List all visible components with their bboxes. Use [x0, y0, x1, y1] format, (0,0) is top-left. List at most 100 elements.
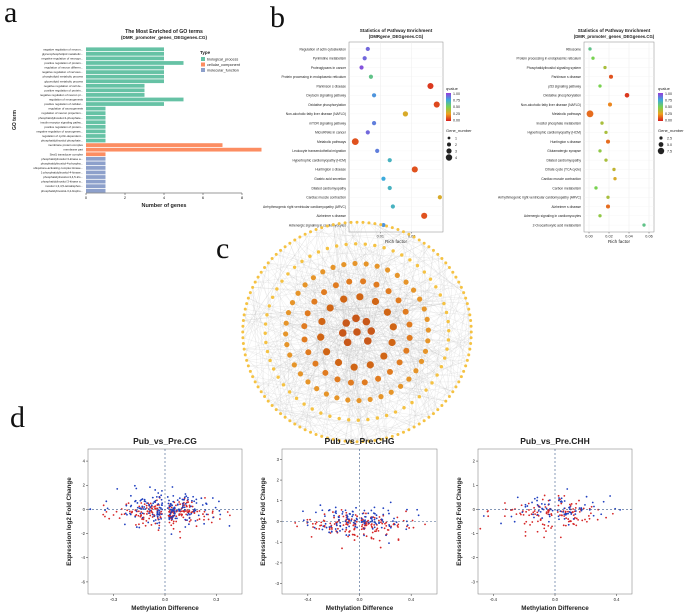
methylation-scatter-d3: Pub_vs_Pre.CHH -0.4 0.0 0.4 -3 -2 -1 0 1 2 Methyla…: [456, 436, 633, 612]
y-tick-label: phosphatidylinositol 3-kinase a...: [41, 180, 83, 184]
network-edge: [245, 309, 378, 419]
scatter-point: [174, 517, 177, 520]
scatter-point: [580, 509, 583, 512]
network-node: [263, 265, 267, 269]
network-edge: [330, 258, 442, 309]
scatter-point: [159, 507, 162, 509]
scatter-point: [337, 519, 340, 521]
network-node: [417, 395, 422, 399]
network-node: [264, 340, 268, 345]
scatter-point: [335, 512, 338, 515]
network-edge: [350, 367, 355, 442]
network-node: [314, 228, 318, 232]
scatter-point: [129, 512, 131, 515]
network-edge: [314, 301, 466, 367]
scatter-point: [145, 507, 148, 509]
network-node: [444, 261, 448, 265]
network-node: [297, 371, 304, 377]
scatter-point: [188, 504, 191, 507]
scatter-point: [539, 510, 542, 513]
network-edge: [371, 250, 394, 332]
scatter-point: [574, 516, 576, 519]
scatter-point: [188, 517, 191, 520]
network-node: [446, 338, 451, 342]
scatter-point: [340, 508, 343, 511]
y-tick-label: phosphatidylinositol phosphate...: [41, 139, 83, 143]
scatter-point: [543, 494, 546, 497]
network-edge: [377, 266, 407, 351]
network-edge: [250, 371, 277, 410]
scatter-point: [150, 510, 153, 513]
y-tick-label: Parkinson s disease: [316, 84, 346, 88]
network-node: [302, 402, 306, 406]
network-node: [401, 230, 405, 234]
scatter-point: [168, 506, 171, 509]
network-node: [270, 295, 275, 299]
network-node: [331, 223, 335, 227]
scatter-point: [557, 499, 560, 502]
network-node: [428, 277, 433, 281]
scatter-point: [574, 513, 577, 516]
scatter-point: [611, 512, 614, 515]
scatter-point: [565, 517, 568, 520]
network-node: [375, 375, 382, 382]
scatter-point: [372, 538, 375, 540]
network-edge: [289, 267, 450, 356]
network-edge: [321, 227, 328, 439]
network-edge: [301, 261, 348, 343]
scatter-point: [143, 506, 146, 508]
bar: [86, 175, 106, 179]
network-edge: [344, 222, 352, 383]
y-tick-label: Glutamatergic synapse: [547, 149, 581, 153]
scatter-point: [541, 523, 544, 526]
scatter-point: [145, 519, 148, 522]
scatter-point: [158, 496, 161, 498]
y-tick-label: phospholipid metabolic process: [43, 75, 84, 79]
scatter-point: [513, 520, 516, 523]
legend-tick-label: 1.00: [665, 92, 672, 96]
network-node: [241, 336, 245, 340]
network-node: [363, 261, 369, 267]
network-edge: [250, 292, 281, 414]
scatter-point: [345, 511, 348, 514]
scatter-point: [158, 524, 161, 527]
legend-tick-label: 2: [455, 143, 457, 147]
scatter-point: [157, 492, 160, 494]
scatter-point: [140, 514, 142, 516]
network-edge: [265, 246, 286, 343]
network-node: [349, 220, 353, 224]
legend-label: molecular_function: [207, 69, 239, 73]
y-tick-label: 4: [83, 458, 86, 463]
scatter-point: [321, 528, 324, 531]
scatter-point: [354, 519, 357, 522]
network-edge: [458, 309, 469, 382]
scatter-point: [536, 496, 539, 499]
network-node: [314, 432, 318, 436]
network-node: [435, 373, 439, 377]
bar: [86, 156, 106, 161]
network-edge: [327, 354, 469, 439]
network-node: [305, 349, 312, 356]
plot-frame: [583, 41, 655, 233]
scatter-point: [187, 501, 190, 503]
y-tick-label: 2-Oxocarboxylic acid metabolism: [533, 223, 582, 227]
scatter-point: [314, 522, 317, 525]
y-tick-label: 2: [277, 477, 280, 482]
scatter-point: [341, 528, 344, 531]
scatter-point: [548, 513, 551, 516]
scatter-point: [541, 517, 544, 519]
scatter-point: [324, 515, 326, 517]
scatter-point: [578, 499, 580, 502]
scatter-point: [175, 520, 178, 523]
scatter-point: [175, 509, 178, 512]
x-tick-label: 0.04: [625, 235, 632, 239]
scatter-point: [228, 514, 231, 517]
network-edge: [333, 437, 387, 440]
scatter-point: [170, 533, 173, 536]
y-tick-label: Adrenergic signaling in cardiomyocytes: [524, 214, 582, 218]
network-node: [342, 319, 351, 327]
scatter-point: [186, 511, 189, 513]
y-tick-label: Huntington s disease: [550, 140, 581, 144]
network-edge: [403, 231, 468, 361]
scatter-point: [379, 546, 382, 549]
